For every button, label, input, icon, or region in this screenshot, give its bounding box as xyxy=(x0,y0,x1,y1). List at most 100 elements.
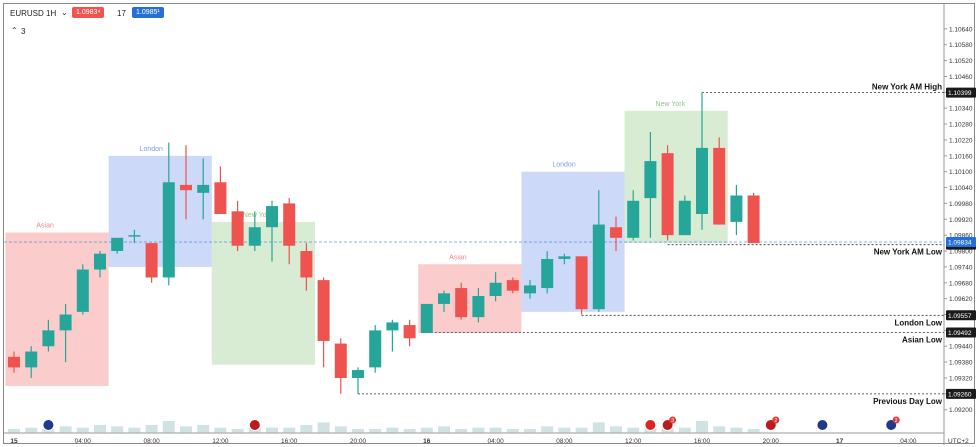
level-price-value: 1.09260 xyxy=(948,391,972,398)
session-label: Asian xyxy=(449,254,467,261)
event-badge-count: 2 xyxy=(895,418,898,424)
level-price-tag xyxy=(946,327,976,338)
candle-bearish[interactable] xyxy=(145,243,158,278)
candle-bullish[interactable] xyxy=(592,224,605,310)
candle-bullish[interactable] xyxy=(420,303,433,334)
volume-bar xyxy=(162,421,175,433)
candle-bearish[interactable] xyxy=(283,203,296,246)
volume-bar xyxy=(489,427,502,433)
candle-bearish[interactable] xyxy=(300,251,313,278)
candle-bearish[interactable] xyxy=(231,211,244,246)
candle-bullish[interactable] xyxy=(386,322,399,331)
price-tick-label: 1.10220 xyxy=(949,137,973,144)
candle-bullish[interactable] xyxy=(524,285,536,294)
price-tick-label: 1.09320 xyxy=(949,375,973,382)
candle-bullish[interactable] xyxy=(128,235,141,237)
candle-bullish[interactable] xyxy=(627,200,640,238)
candle-bullish[interactable] xyxy=(248,227,261,246)
flag-ca-icon[interactable] xyxy=(644,419,657,431)
event-badge-count: 2 xyxy=(774,418,777,424)
candle-bullish[interactable] xyxy=(730,195,743,222)
candle-bullish[interactable] xyxy=(644,161,657,199)
timezone-label: UTC+2 xyxy=(948,438,969,445)
candle-bearish[interactable] xyxy=(575,256,588,310)
price-tick-label: 1.10160 xyxy=(949,153,973,160)
candle-bearish[interactable] xyxy=(747,195,760,244)
flag-us-icon[interactable] xyxy=(248,419,261,431)
timeframe-label[interactable]: 1H xyxy=(46,9,57,18)
candle-bearish[interactable] xyxy=(8,356,20,368)
candle-bullish[interactable] xyxy=(94,253,106,270)
candle-bullish[interactable] xyxy=(197,184,210,193)
candle-bearish[interactable] xyxy=(334,343,347,378)
candle-bullish[interactable] xyxy=(162,182,175,278)
volume-bar xyxy=(145,425,158,433)
candle-bullish[interactable] xyxy=(369,330,382,368)
buy-button[interactable]: 1.0985¹ xyxy=(132,7,164,18)
level-label: London Low xyxy=(894,318,942,327)
price-tick-label: 1.09200 xyxy=(949,407,973,414)
volume-bar xyxy=(352,429,364,433)
candle-bearish[interactable] xyxy=(661,153,674,236)
candle-bearish[interactable] xyxy=(180,184,192,191)
event-badge xyxy=(892,416,900,424)
volume-bar xyxy=(283,427,296,433)
volume-bar xyxy=(8,429,20,433)
time-tick-label: 20:00 xyxy=(350,438,367,445)
candle-bullish[interactable] xyxy=(352,370,364,378)
session-zone-newyork xyxy=(211,221,315,365)
level-price-value: 1.10399 xyxy=(948,90,972,97)
flag-au-icon[interactable] xyxy=(42,419,55,431)
session-zone-london xyxy=(108,155,212,267)
candle-bearish[interactable] xyxy=(506,280,519,291)
candle-bullish[interactable] xyxy=(558,256,571,259)
candle-bullish[interactable] xyxy=(76,269,89,312)
candle-bearish[interactable] xyxy=(214,182,227,214)
volume-bar xyxy=(59,426,72,433)
price-tick-label: 1.10460 xyxy=(949,74,973,81)
time-tick-label: 20:00 xyxy=(763,438,780,445)
candle-bearish[interactable] xyxy=(403,325,416,339)
candle-bullish[interactable] xyxy=(59,314,72,331)
volume-bar xyxy=(180,426,192,433)
indicator-count[interactable]: 3 xyxy=(21,27,26,36)
collapse-indicators-icon[interactable]: ⌃ xyxy=(11,26,18,35)
candle-bullish[interactable] xyxy=(42,330,55,347)
candle-bullish[interactable] xyxy=(472,295,485,318)
volume-bar xyxy=(420,427,433,433)
session-label: New York xyxy=(243,212,273,219)
candle-bullish[interactable] xyxy=(696,147,708,214)
candle-bullish[interactable] xyxy=(111,237,124,252)
volume-bar xyxy=(231,429,244,433)
price-tick-label: 1.10340 xyxy=(949,106,973,113)
volume-bar xyxy=(300,425,313,433)
symbol-label[interactable]: EURUSD xyxy=(10,9,44,18)
volume-bar xyxy=(25,427,38,433)
candle-bullish[interactable] xyxy=(541,258,554,289)
price-chart[interactable]: 1.106401.105801.105201.104601.104001.103… xyxy=(4,4,976,445)
volume-bar xyxy=(197,425,210,433)
price-tick-label: 1.09440 xyxy=(949,344,973,351)
sell-button[interactable]: 1.0983⁴ xyxy=(72,7,105,18)
volume-bar xyxy=(592,422,605,433)
candle-bearish[interactable] xyxy=(713,147,726,225)
candle-bullish[interactable] xyxy=(25,351,38,368)
volume-bar xyxy=(713,426,726,433)
session-label: New York xyxy=(656,101,686,108)
level-label: New York AM High xyxy=(872,83,942,92)
candle-bearish[interactable] xyxy=(455,288,468,318)
flag-nz-icon[interactable] xyxy=(816,419,829,431)
volume-bar xyxy=(610,426,622,433)
candle-bearish[interactable] xyxy=(610,227,622,238)
time-tick-label: 16 xyxy=(423,438,431,445)
session-zone-london xyxy=(521,171,625,312)
volume-bar xyxy=(627,427,640,433)
candle-bullish[interactable] xyxy=(678,200,691,236)
candle-bearish[interactable] xyxy=(317,280,330,341)
time-tick-label: 16:00 xyxy=(281,438,298,445)
chevron-down-icon[interactable]: ⌄ xyxy=(61,8,68,17)
candle-bullish[interactable] xyxy=(438,293,450,304)
candle-bullish[interactable] xyxy=(266,206,278,228)
volume-bar xyxy=(541,426,554,433)
candle-bullish[interactable] xyxy=(489,282,502,296)
